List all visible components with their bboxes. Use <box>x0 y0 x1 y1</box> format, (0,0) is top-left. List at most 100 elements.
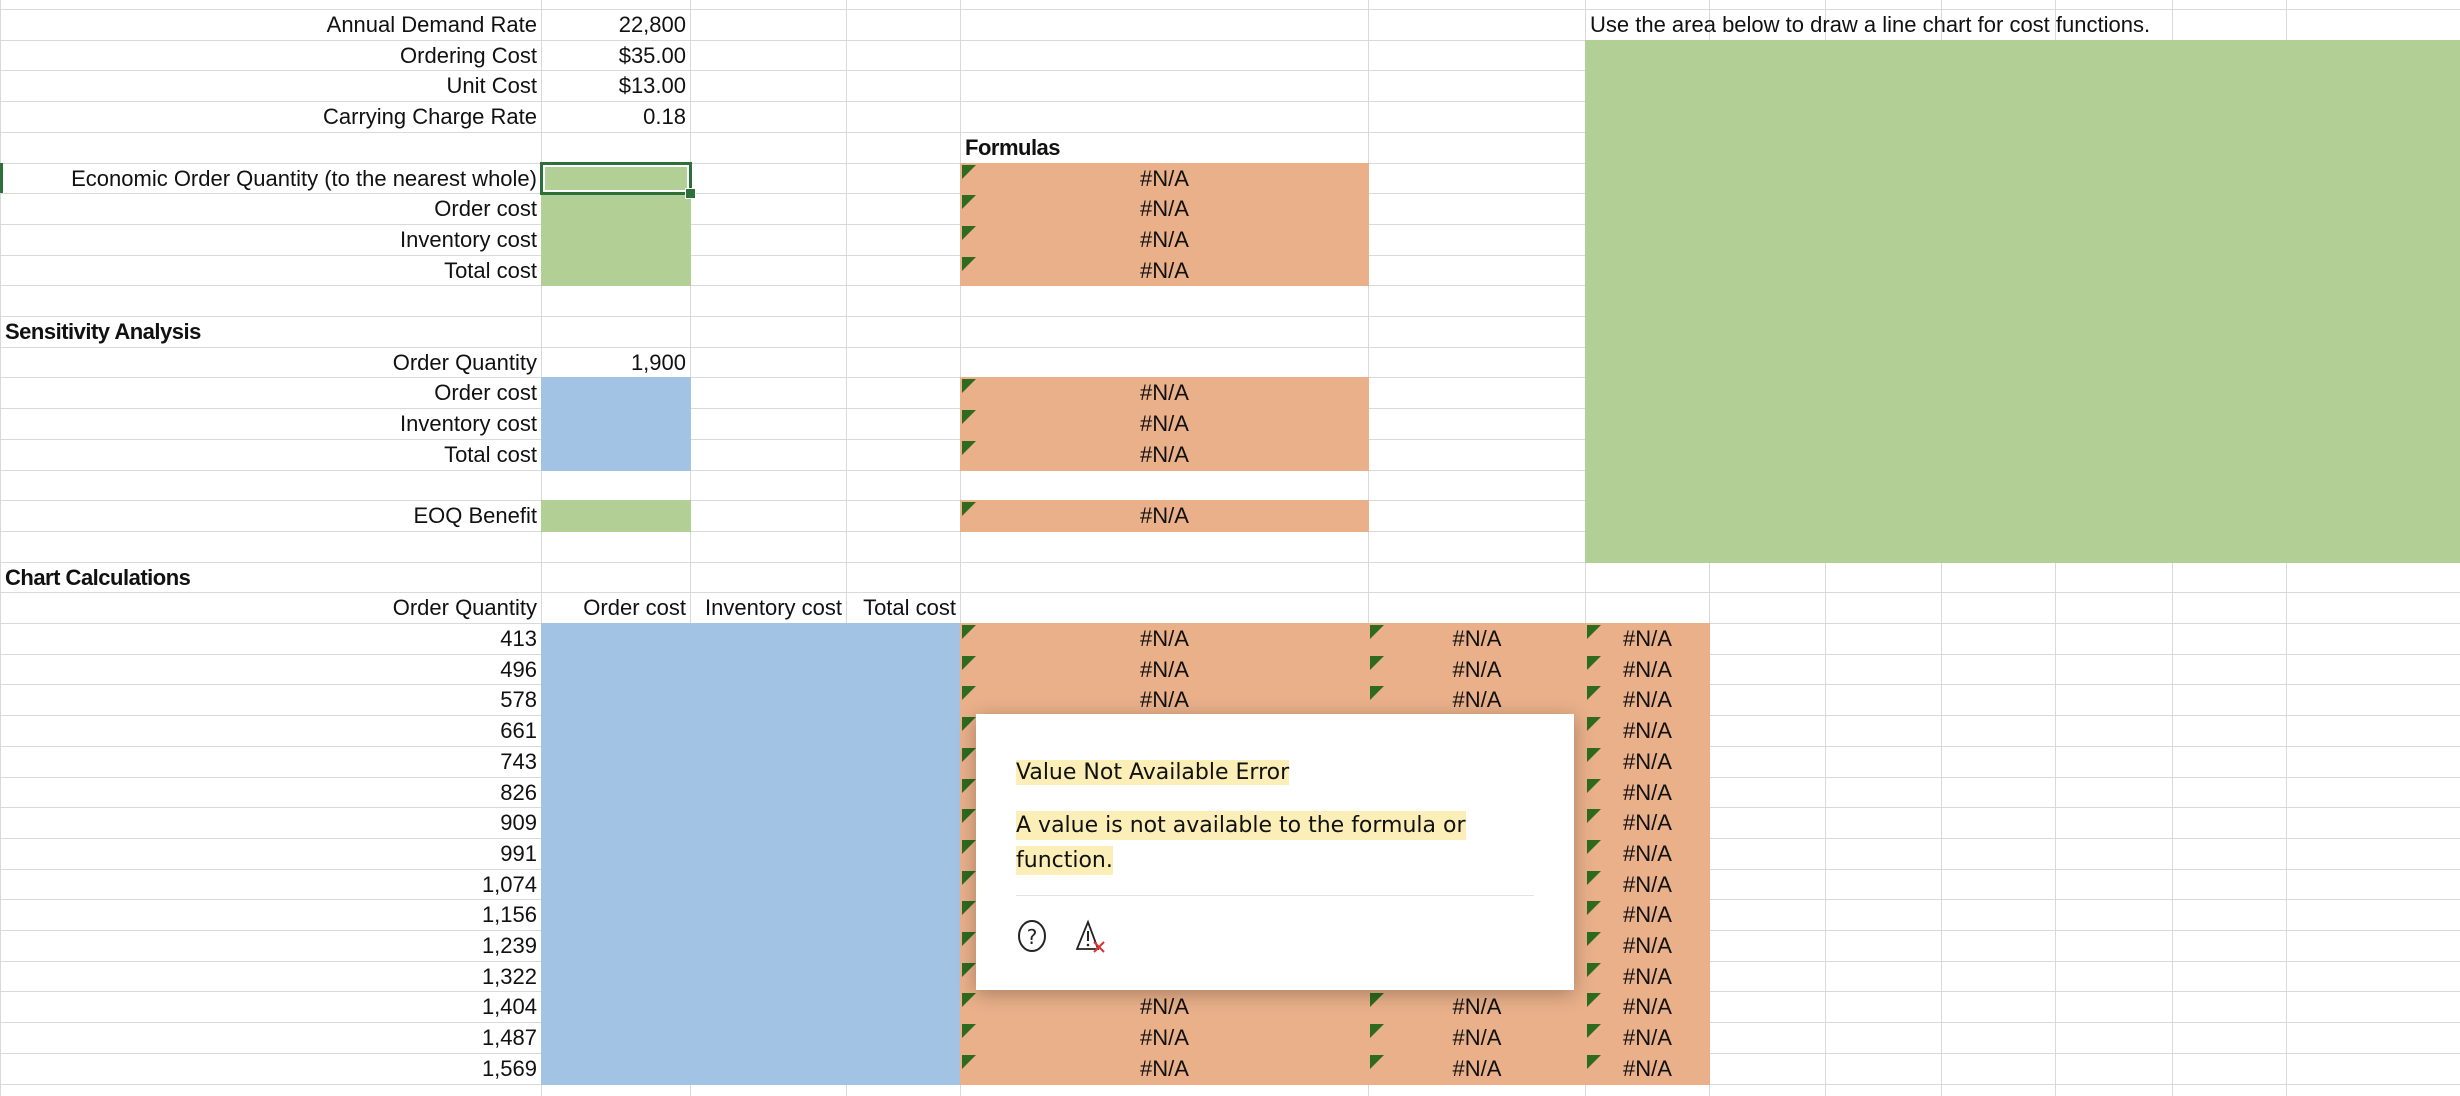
error-indicator-icon[interactable] <box>1370 686 1384 700</box>
error-indicator-icon[interactable] <box>1587 686 1601 700</box>
error-indicator-icon[interactable] <box>962 901 976 915</box>
formula-result[interactable]: #N/A <box>961 624 1368 654</box>
formula-result[interactable]: #N/A <box>1586 962 1709 991</box>
error-indicator-icon[interactable] <box>1587 1024 1601 1038</box>
error-indicator-icon[interactable] <box>962 963 976 977</box>
formula-result[interactable]: #N/A <box>961 164 1368 193</box>
formula-result[interactable]: #N/A <box>1586 900 1709 930</box>
formula-result[interactable]: #N/A <box>1586 685 1709 715</box>
error-indicator-icon[interactable] <box>1587 901 1601 915</box>
formula-result[interactable] <box>961 931 1368 961</box>
input-value[interactable]: 0.18 <box>643 104 686 129</box>
error-indicator-icon[interactable] <box>1587 963 1601 977</box>
formula-result[interactable]: #N/A <box>1369 1023 1585 1053</box>
error-indicator-icon[interactable] <box>1370 1055 1384 1069</box>
formula-result[interactable] <box>961 870 1368 899</box>
error-indicator-icon[interactable] <box>962 195 976 209</box>
error-indicator-icon[interactable] <box>962 165 976 179</box>
error-indicator-icon[interactable] <box>1587 1055 1601 1069</box>
formula-result[interactable]: #N/A <box>961 378 1368 408</box>
formula-result[interactable]: #N/A <box>1586 931 1709 961</box>
error-indicator-icon[interactable] <box>962 410 976 424</box>
error-indicator-icon[interactable] <box>1587 932 1601 946</box>
formula-result[interactable] <box>961 900 1368 930</box>
formula-result[interactable]: #N/A <box>961 225 1368 255</box>
formula-result[interactable]: #N/A <box>961 440 1368 470</box>
error-indicator-icon[interactable] <box>1587 625 1601 639</box>
formula-result[interactable]: #N/A <box>1586 747 1709 777</box>
formula-result[interactable]: #N/A <box>1369 1054 1585 1084</box>
error-indicator-icon[interactable] <box>962 932 976 946</box>
formula-result[interactable]: #N/A <box>1586 992 1709 1022</box>
formula-result[interactable]: #N/A <box>1369 655 1585 684</box>
error-indicator-icon[interactable] <box>1587 871 1601 885</box>
formula-result[interactable]: #N/A <box>1586 716 1709 746</box>
error-indicator-icon[interactable] <box>1587 809 1601 823</box>
formula-result[interactable]: #N/A <box>1586 624 1709 654</box>
question-circle-icon[interactable]: ? <box>1016 919 1048 960</box>
input-value[interactable]: $13.00 <box>618 73 686 98</box>
error-indicator-icon[interactable] <box>1587 779 1601 793</box>
formula-result[interactable]: #N/A <box>961 655 1368 684</box>
formula-result[interactable]: #N/A <box>961 1023 1368 1053</box>
eoq-value-cell[interactable] <box>542 194 690 224</box>
formula-result[interactable]: #N/A <box>961 1054 1368 1084</box>
formula-result[interactable]: #N/A <box>1586 778 1709 807</box>
formula-result[interactable] <box>961 839 1368 869</box>
formula-result[interactable]: #N/A <box>1369 992 1585 1022</box>
error-indicator-icon[interactable] <box>962 502 976 516</box>
error-indicator-icon[interactable] <box>1587 840 1601 854</box>
formula-result[interactable] <box>961 747 1368 777</box>
formula-result[interactable]: #N/A <box>1586 839 1709 869</box>
input-value[interactable]: 22,800 <box>618 12 686 37</box>
error-indicator-icon[interactable] <box>1587 993 1601 1007</box>
selected-cell[interactable] <box>540 162 692 195</box>
formula-result[interactable] <box>961 778 1368 807</box>
formula-result[interactable]: #N/A <box>961 256 1368 285</box>
order-quantity-value[interactable]: 1,900 <box>630 349 686 375</box>
formula-result[interactable]: #N/A <box>1369 624 1585 654</box>
error-indicator-icon[interactable] <box>1587 748 1601 762</box>
error-indicator-icon[interactable] <box>962 748 976 762</box>
error-indicator-icon[interactable] <box>962 993 976 1007</box>
formula-result[interactable]: #N/A <box>961 409 1368 439</box>
warning-dismiss-icon[interactable] <box>1074 919 1108 960</box>
error-indicator-icon[interactable] <box>962 1055 976 1069</box>
formula-result[interactable]: #N/A <box>961 194 1368 224</box>
fill-handle[interactable] <box>685 188 696 199</box>
formula-result[interactable]: #N/A <box>961 685 1368 715</box>
error-indicator-icon[interactable] <box>1587 656 1601 670</box>
error-indicator-icon[interactable] <box>962 809 976 823</box>
error-indicator-icon[interactable] <box>962 625 976 639</box>
input-value[interactable]: $35.00 <box>618 42 686 68</box>
error-indicator-icon[interactable] <box>1370 656 1384 670</box>
error-indicator-icon[interactable] <box>1587 717 1601 731</box>
error-indicator-icon[interactable] <box>962 257 976 271</box>
error-indicator-icon[interactable] <box>1370 625 1384 639</box>
formula-result[interactable]: #N/A <box>1586 808 1709 838</box>
formula-result[interactable] <box>961 808 1368 838</box>
eoq-value-cell[interactable] <box>542 225 690 255</box>
formula-result[interactable]: #N/A <box>1369 685 1585 715</box>
formula-result[interactable]: #N/A <box>1586 655 1709 684</box>
error-indicator-icon[interactable] <box>962 379 976 393</box>
error-indicator-icon[interactable] <box>962 226 976 240</box>
error-indicator-icon[interactable] <box>962 686 976 700</box>
formula-result[interactable] <box>961 716 1368 746</box>
formula-result[interactable]: #N/A <box>1586 1054 1709 1084</box>
error-indicator-icon[interactable] <box>962 717 976 731</box>
formula-result[interactable]: #N/A <box>1586 870 1709 899</box>
error-indicator-icon[interactable] <box>1370 993 1384 1007</box>
error-indicator-icon[interactable] <box>962 779 976 793</box>
formula-result[interactable] <box>961 962 1368 991</box>
formula-result[interactable]: #N/A <box>1586 1023 1709 1053</box>
error-indicator-icon[interactable] <box>962 656 976 670</box>
error-indicator-icon[interactable] <box>1370 1024 1384 1038</box>
formula-result[interactable]: #N/A <box>961 501 1368 531</box>
error-indicator-icon[interactable] <box>962 441 976 455</box>
formula-result[interactable]: #N/A <box>961 992 1368 1022</box>
error-indicator-icon[interactable] <box>962 1024 976 1038</box>
error-indicator-icon[interactable] <box>962 871 976 885</box>
error-indicator-icon[interactable] <box>962 840 976 854</box>
eoq-value-cell[interactable] <box>542 256 690 285</box>
